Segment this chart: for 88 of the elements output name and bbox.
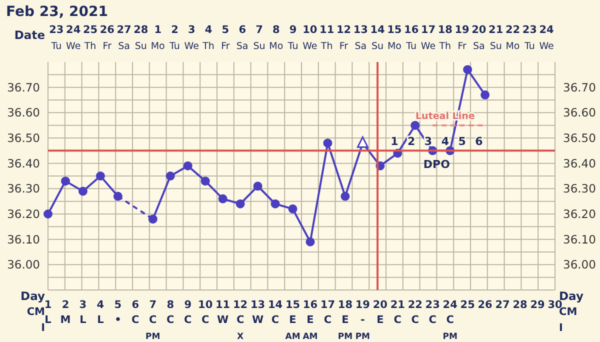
text: 24 We — [66, 24, 81, 52]
x-tick-label: 6 C — [132, 299, 140, 326]
text: 12 Fr — [336, 24, 352, 52]
text: CM — [26, 306, 45, 318]
x-tick-label: 18 E PM — [338, 299, 353, 342]
text: 23 Tu — [49, 24, 64, 52]
x-tick-label: 14 C — [268, 299, 283, 326]
x-tick-label: 24 C PM — [442, 299, 458, 342]
x-tick-label: 25 — [460, 299, 475, 311]
y-tick-label: 36.50 — [7, 131, 40, 146]
y2-tick-label: 36.60 — [563, 106, 596, 120]
text: 17 We — [420, 24, 436, 52]
x-tick-label: 11 W — [216, 299, 230, 326]
x-tick-label: 8 C — [166, 299, 175, 326]
text: I — [41, 322, 45, 334]
text: 9 Tu — [286, 24, 298, 52]
text: 16 Tu — [404, 24, 419, 52]
text: 4 Th — [202, 24, 214, 52]
y-tick-label: 36.40 — [7, 156, 40, 170]
text: 21 Su — [488, 24, 504, 52]
annotation: 5 — [458, 135, 466, 148]
text: 18 Th — [438, 24, 452, 52]
x-tick-label: 1 L — [44, 299, 52, 326]
y2-tick-label: 36.30 — [563, 182, 596, 196]
text: 3 We — [184, 24, 200, 52]
x-tick-label: 12 C X — [233, 299, 248, 342]
chart-title: Feb 23, 2021 — [6, 4, 108, 20]
y-tick-label: 36.00 — [7, 258, 40, 272]
text: 13 Sa — [353, 24, 368, 52]
y2-tick-label: 36.00 — [563, 258, 596, 272]
text: 6 Sa — [236, 24, 248, 52]
text: Date — [14, 28, 46, 42]
text: 1 Mo — [150, 24, 166, 52]
text: 19 Fr — [454, 24, 470, 52]
text: 26 Fr — [100, 24, 114, 52]
x-tick-label: 29 — [530, 299, 545, 311]
annotation: 6 — [475, 135, 484, 148]
x-tick-label: 16 E AM — [302, 299, 318, 342]
y-tick-label: 36.30 — [7, 182, 40, 196]
x-tick-label: 13 W — [250, 299, 266, 326]
x-tick-label: 5 • — [114, 299, 122, 326]
x-tick-label: 19 - PM — [355, 299, 370, 342]
annotation: 1 — [390, 135, 398, 148]
x-tick-label: 9 C — [184, 299, 192, 326]
y-tick-label: 36.60 — [7, 106, 40, 120]
x-tick-label: 10 C — [198, 299, 213, 326]
text: 11 Th — [320, 24, 334, 52]
y-tick-label: 36.70 — [7, 80, 40, 94]
text: 2 Tu — [168, 24, 180, 52]
x-tick-label: 22 C — [408, 299, 422, 326]
y-tick-label: 36.20 — [7, 207, 40, 222]
text: CM — [559, 306, 578, 318]
y2-tick-label: 36.70 — [563, 80, 596, 94]
text: 22 Mo — [505, 24, 520, 52]
y-tick-label: 36.10 — [7, 232, 40, 246]
text: 5 Fr — [221, 24, 230, 52]
text: 27 Sa — [116, 24, 132, 52]
y2-tick-label: 36.20 — [563, 207, 596, 222]
x-tick-label: 7 C PM — [146, 299, 160, 342]
annotation: 2 — [408, 135, 416, 148]
x-tick-label: 21 C — [390, 299, 405, 326]
x-tick-label: 17 C — [320, 299, 336, 326]
x-tick-label: 3 L — [79, 299, 87, 326]
text: 25 Th — [82, 24, 98, 52]
text: 15 Mo — [387, 24, 402, 52]
x-axis-title: Day — [20, 289, 46, 303]
y2-tick-label: 36.50 — [563, 131, 596, 146]
y2-tick-label: 36.10 — [563, 232, 596, 246]
text: I — [559, 322, 563, 334]
x-tick-label: 23 C — [425, 299, 440, 326]
annotation: DPO — [423, 158, 450, 172]
x-tick-label: 15 E AM — [285, 299, 300, 342]
text: 24 We — [539, 24, 554, 52]
annotation: 4 — [441, 135, 450, 148]
x-tick-label: 28 — [512, 299, 528, 311]
text: 10 We — [302, 24, 318, 52]
x-tick-label: 26 — [478, 299, 492, 311]
text: 14 Su — [370, 24, 385, 52]
text: 8 Mo — [269, 24, 284, 52]
text: 20 Sa — [472, 24, 486, 52]
x-tick-label: 27 — [495, 299, 510, 311]
y2-tick-label: 36.40 — [563, 156, 596, 170]
x-tick-label: 2 M — [60, 299, 71, 326]
text: 28 Su — [134, 24, 148, 52]
x-tick-label: 20 E — [372, 299, 388, 326]
text: 23 Tu — [522, 24, 537, 52]
text: 7 Su — [253, 24, 266, 52]
x-tick-label: 4 L — [96, 299, 104, 326]
